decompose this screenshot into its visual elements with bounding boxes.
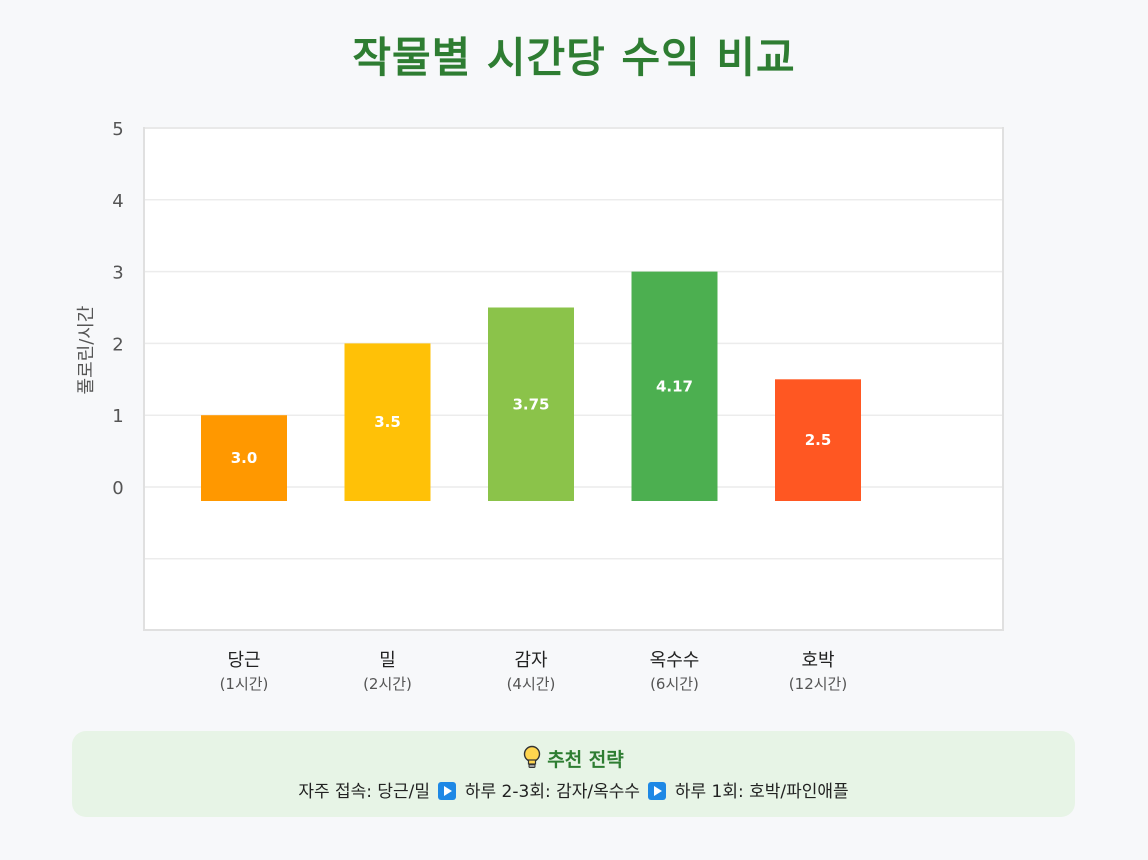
bar [631,271,718,501]
y-tick-label: 3 [112,263,123,284]
bar-data-label: 3.0 [231,449,258,467]
bar-chart: 0 1 2 3 4 5 3.0 당근 (1시간) 3.5 밀 (2시간) 3.75 감자 (4시간) 4.17… [76,119,1004,693]
strategy-daily-once: 하루 1회: 호박/파인애플 [674,782,849,802]
x-tick-label: 감자 [514,650,548,671]
x-tick-label: 당근 [227,650,260,671]
bar [344,343,431,501]
x-tick-label: 호박 [801,650,834,671]
recommendation-box: 추천 전략 자주 접속: 당근/밀 하루 2-3회: 감자/옥수수 하루 1회:… [72,731,1075,817]
x-tick-sublabel: (4시간) [507,675,556,693]
recommendation-text: 자주 접속: 당근/밀 하루 2-3회: 감자/옥수수 하루 1회: 호박/파인… [72,777,1075,802]
bar-data-label: 2.5 [805,431,832,449]
bar [201,415,287,501]
play-arrow-icon [648,782,667,800]
x-tick-sublabel: (2시간) [363,675,412,693]
x-tick-label: 옥수수 [650,650,700,671]
bar-data-label: 4.17 [656,377,693,395]
bar-data-label: 3.5 [374,413,401,431]
x-tick-sublabel: (12시간) [789,675,847,693]
recommendation-title: 추천 전략 [547,749,624,771]
strategy-frequent: 자주 접속: 당근/밀 [298,782,431,802]
lightbulb-icon [523,745,541,774]
bar [488,307,574,501]
x-tick-sublabel: (1시간) [220,675,269,693]
bar [775,379,861,501]
y-tick-label: 4 [112,191,123,212]
recommendation-title-row: 추천 전략 [72,745,1075,774]
play-arrow-icon [438,782,457,800]
strategy-daily-multiple: 하루 2-3회: 감자/옥수수 [464,782,641,802]
y-tick-label: 1 [112,406,123,427]
y-axis-label: 풀로린/시간 [76,306,97,395]
y-tick-label: 2 [112,334,123,355]
y-tick-label: 0 [112,478,123,499]
bar-data-label: 3.75 [512,395,549,413]
x-tick-sublabel: (6시간) [650,675,699,693]
chart-title: 작물별 시간당 수익 비교 [352,33,796,82]
y-tick-label: 5 [112,119,123,140]
x-tick-label: 밀 [379,650,396,671]
